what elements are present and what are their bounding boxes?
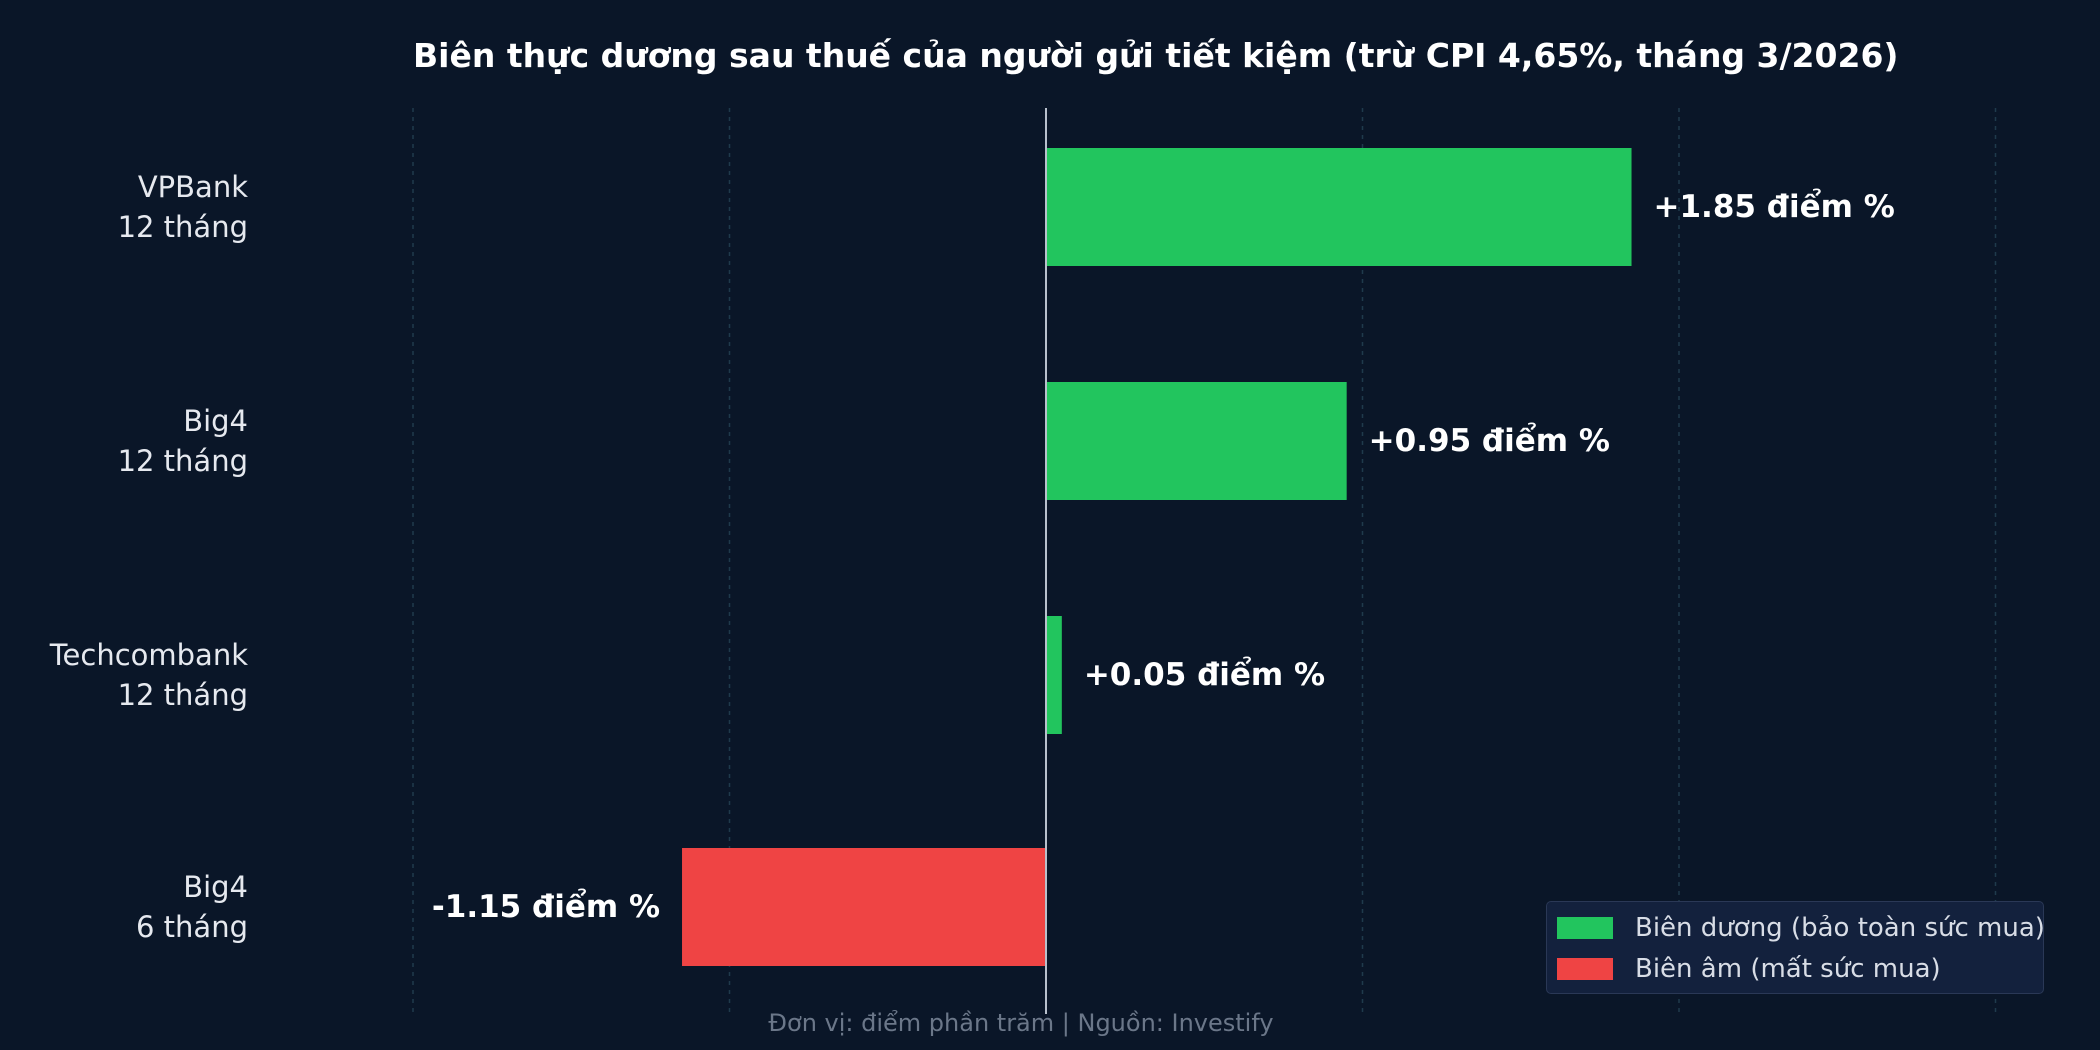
category-label-line2: 12 tháng bbox=[117, 678, 248, 712]
category-label-line1: Big4 bbox=[183, 870, 248, 904]
category-label-3: Big4 6 tháng bbox=[136, 867, 248, 947]
category-label-line1: Techcombank bbox=[49, 638, 248, 672]
bar-0 bbox=[1046, 148, 1632, 266]
value-label-1: +0.95 điểm % bbox=[1368, 423, 1610, 459]
category-label-2: Techcombank 12 tháng bbox=[50, 635, 248, 715]
value-label-0: +1.85 điểm % bbox=[1653, 189, 1895, 225]
legend-swatch-positive bbox=[1557, 917, 1613, 939]
bar-1 bbox=[1046, 382, 1347, 500]
legend-swatch-negative bbox=[1557, 958, 1613, 980]
legend-item-positive: Biên dương (bảo toàn sức mua) bbox=[1557, 908, 2045, 948]
category-label-0: VPBank 12 tháng bbox=[118, 167, 248, 247]
legend: Biên dương (bảo toàn sức mua) Biên âm (m… bbox=[1546, 901, 2045, 994]
legend-label-negative: Biên âm (mất sức mua) bbox=[1635, 954, 1941, 984]
value-label-3: -1.15 điểm % bbox=[431, 889, 661, 925]
category-label-line1: Big4 bbox=[183, 404, 248, 438]
bar-3 bbox=[682, 848, 1046, 966]
legend-label-positive: Biên dương (bảo toàn sức mua) bbox=[1635, 913, 2045, 943]
category-label-line2: 6 tháng bbox=[136, 910, 248, 944]
chart-footer: Đơn vị: điểm phần trăm | Nguồn: Investif… bbox=[768, 1009, 1274, 1037]
bar-2 bbox=[1046, 616, 1062, 734]
category-label-line2: 12 tháng bbox=[117, 444, 248, 478]
category-label-line2: 12 tháng bbox=[117, 210, 248, 244]
value-label-2: +0.05 điểm % bbox=[1083, 657, 1326, 693]
category-label-1: Big4 12 tháng bbox=[118, 401, 248, 481]
category-label-line1: VPBank bbox=[137, 170, 248, 204]
legend-item-negative: Biên âm (mất sức mua) bbox=[1557, 949, 1941, 989]
